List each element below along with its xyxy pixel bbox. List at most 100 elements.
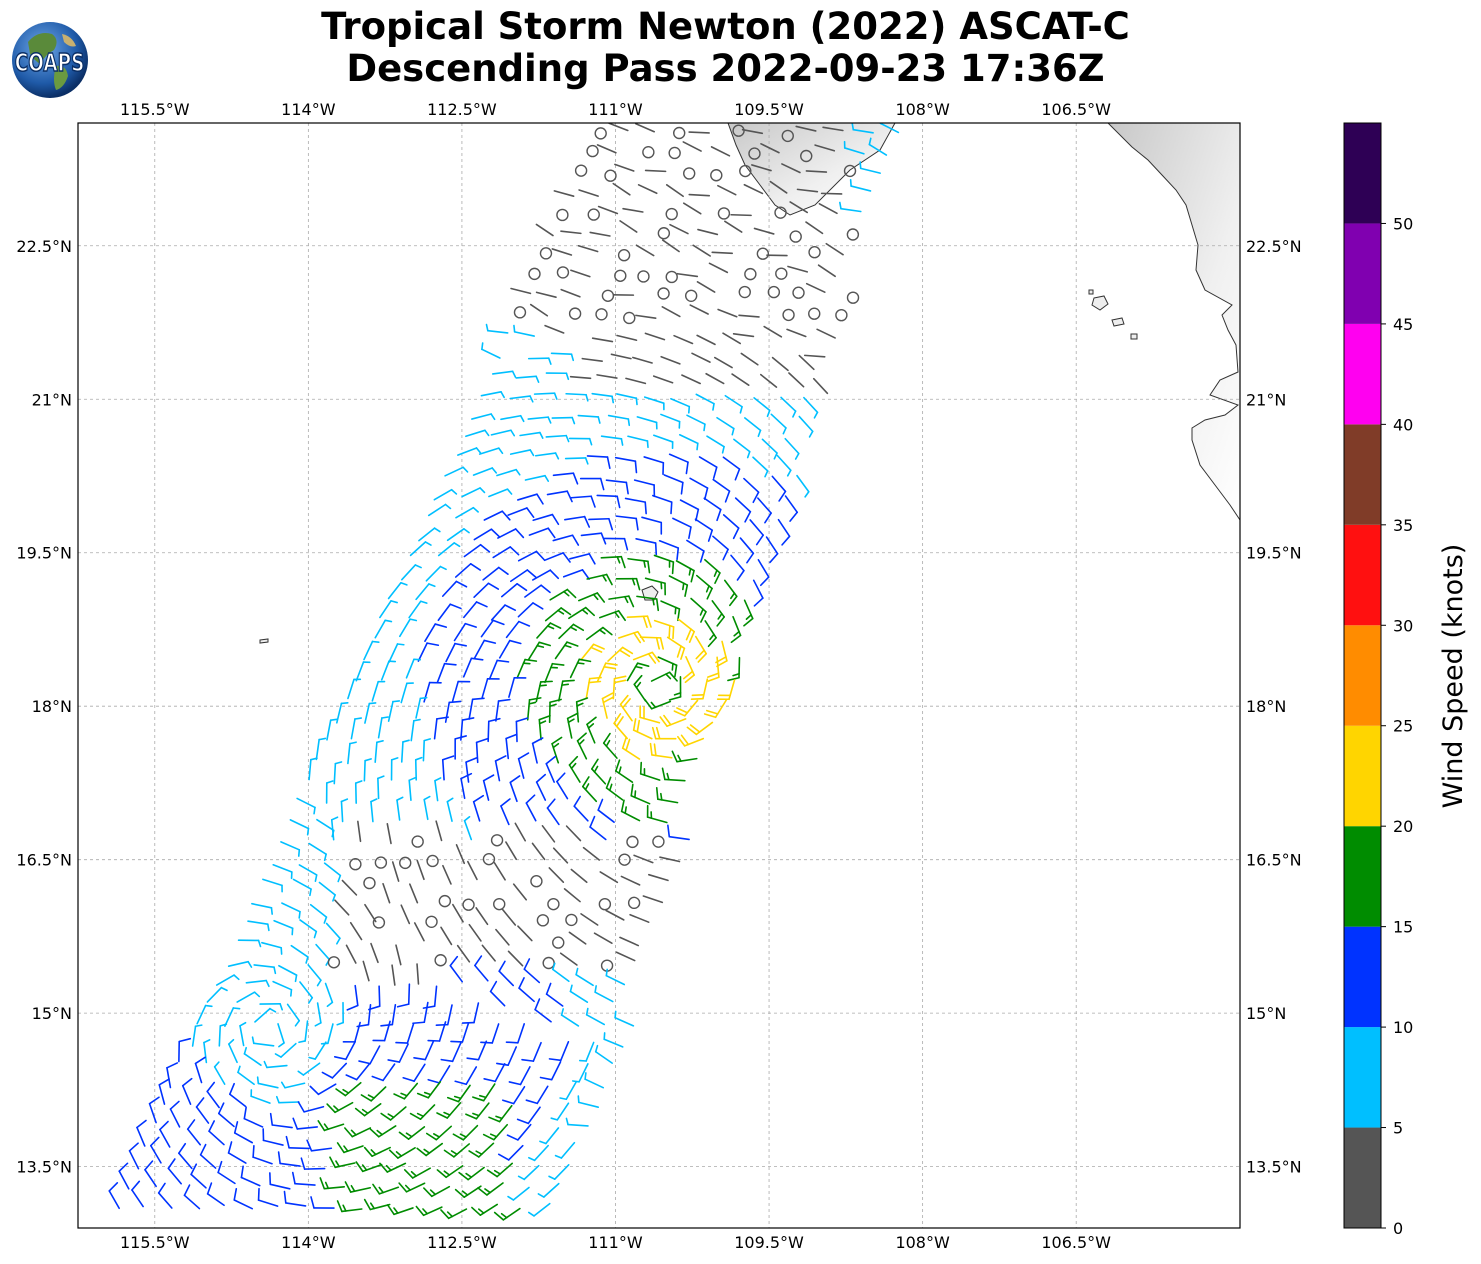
wind-barb [436,1102,462,1119]
wind-barb [632,718,653,740]
wind-barb [765,536,779,564]
wind-barb [641,516,663,535]
wind-barb [727,656,741,682]
wind-barb [446,528,470,542]
wind-barb [386,822,392,845]
wind-barb [347,741,357,765]
wind-barb [402,1063,426,1082]
axis-tick-labels: 115.5°W 115.5°W 114°W 114°W 112.5°W 112.5°W 11… [16,100,1301,1252]
wind-barb [272,863,293,880]
wind-barb [613,713,628,740]
wind-barb [354,780,363,804]
wind-barb [333,761,343,785]
wind-barb [523,958,541,984]
wind-barb [695,635,707,663]
wind-barb [597,205,619,215]
wind-barb [239,1021,247,1047]
colorbar-bin [1344,1027,1381,1128]
wind-barb [405,658,422,679]
wind-barb [550,352,575,362]
wind-barb [639,761,661,781]
wind-barb [475,737,489,764]
wind-barb [839,201,862,213]
colorbar-tick-label: 15 [1393,918,1413,937]
wind-barb [577,244,599,253]
wind-barb [688,193,711,197]
wind-barb [465,429,490,438]
wind-barb [689,304,709,315]
wind-barb [369,1125,397,1138]
wind-barb [761,438,778,460]
wind-barb [596,144,617,154]
wind-barb [600,435,624,446]
lat-tick-label-left: 13.5°N [16,1158,72,1177]
wind-barb [769,180,788,194]
wind-barb [612,675,627,700]
wind-barb [517,550,545,562]
wind-barb [632,356,653,364]
calm-wind-marker [843,164,857,178]
wind-barb [387,582,408,600]
wind-barb [450,1022,470,1043]
islas-marias-island [1111,317,1125,327]
wind-barb [208,1120,225,1146]
wind-barb [614,163,635,172]
wind-barb [357,820,362,843]
calm-wind-marker [542,956,555,970]
calm-wind-marker [618,853,631,866]
colorbar-bin [1344,625,1381,726]
wind-barb [315,737,327,761]
wind-barb [217,1160,236,1185]
wind-barb [408,600,428,619]
wind-barb [330,816,339,841]
wind-barb [498,639,522,659]
lat-tick-label-right: 22.5°N [1246,237,1302,256]
calm-wind-marker [652,835,665,848]
wind-barb [585,1007,605,1026]
colorbar-tick-label: 0 [1393,1219,1403,1238]
lat-tick-label-right: 18°N [1246,697,1286,716]
wind-barb [481,342,501,359]
wind-barb [493,1207,521,1221]
wind-barb [387,700,401,722]
calm-wind-marker [586,144,599,158]
calm-wind-marker [372,916,386,929]
wind-barb [495,928,510,946]
wind-barb [342,1021,361,1043]
wind-barb [643,456,665,475]
wind-barb [167,1158,182,1185]
wind-barb [608,595,635,608]
wind-barb [213,1061,226,1085]
calm-wind-marker [462,898,475,911]
wind-barb [679,499,700,522]
wind-barb [482,566,509,581]
wind-barb [382,882,391,904]
wind-barb [468,697,485,720]
wind-barb [314,1002,322,1027]
wind-barb [569,658,592,679]
calm-wind-marker [792,286,805,299]
calm-wind-marker [738,285,751,299]
wind-barb [690,597,707,623]
wind-barb [570,868,588,884]
wind-barb [493,862,506,881]
wind-barb [262,1128,284,1146]
wind-barb [771,475,787,502]
wind-barb [798,415,814,438]
wind-barb [292,1117,318,1130]
wind-barb [472,467,498,476]
wind-barb [363,1146,391,1157]
wind-barb [423,1185,451,1198]
lon-tick-label-top: 111°W [588,100,643,119]
map-area [78,123,1240,1228]
wind-barb [565,392,589,402]
calm-wind-marker [556,208,569,222]
wind-barb [489,980,506,1007]
wind-barb [262,878,283,893]
wind-barb [509,569,537,583]
wind-barb [298,864,318,882]
wind-barb [599,610,626,622]
wind-barb [626,615,652,629]
wind-barb [816,328,836,339]
wind-barb [554,1141,576,1159]
